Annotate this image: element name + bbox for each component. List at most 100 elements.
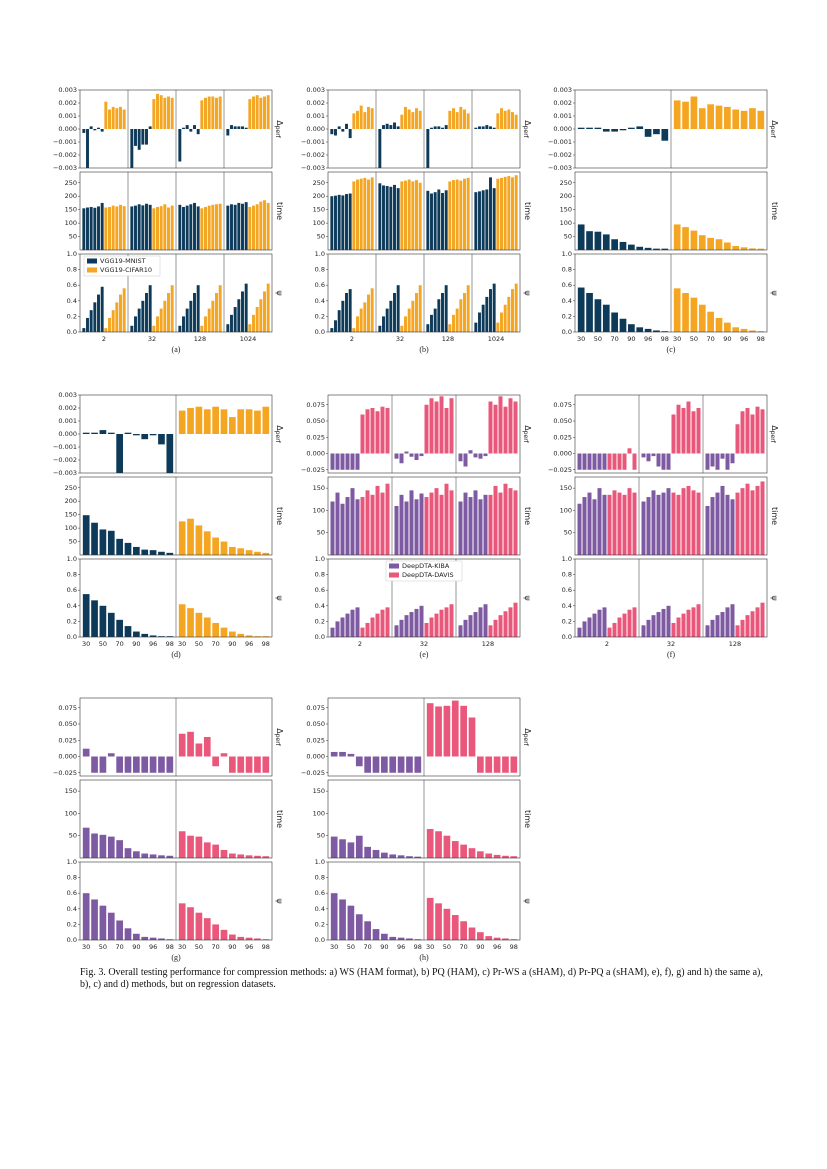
bar xyxy=(237,126,241,129)
y-tick-label: 0.050 xyxy=(553,417,572,425)
bar xyxy=(508,398,513,454)
bar xyxy=(233,204,237,250)
y-tick-label: 0.8 xyxy=(315,571,325,579)
bar xyxy=(681,408,686,454)
y-tick-label: 0.000 xyxy=(553,450,572,458)
bar xyxy=(218,96,222,129)
bar xyxy=(229,934,236,940)
x-tick-label: 50 xyxy=(690,335,698,343)
bar xyxy=(137,129,141,150)
x-tick-label: 96 xyxy=(245,640,253,648)
bar xyxy=(433,126,437,129)
bar xyxy=(409,490,414,555)
bar xyxy=(111,310,115,332)
bar xyxy=(681,613,686,637)
bar xyxy=(241,291,244,332)
bar xyxy=(732,109,740,129)
bar xyxy=(511,289,514,332)
bar xyxy=(134,316,137,332)
bar xyxy=(108,206,111,250)
bar xyxy=(485,853,493,858)
y-tick-label: 150 xyxy=(560,484,572,492)
bar xyxy=(449,604,454,637)
bar xyxy=(133,756,140,773)
bar xyxy=(130,206,134,250)
bar xyxy=(158,938,165,940)
bar xyxy=(463,109,466,129)
x-tick-label: 96 xyxy=(149,943,157,951)
axes-frame xyxy=(79,253,273,333)
bar xyxy=(93,302,97,332)
bar xyxy=(444,408,449,454)
axes-frame xyxy=(327,394,521,474)
bar xyxy=(363,302,367,332)
bar xyxy=(661,608,666,637)
bar xyxy=(352,113,356,129)
bar xyxy=(424,622,429,637)
bar xyxy=(364,756,371,773)
y-tick-label: 0.000 xyxy=(58,125,77,133)
bar xyxy=(212,756,219,767)
bar xyxy=(399,453,404,464)
x-tick-label: 90 xyxy=(380,943,388,951)
bar xyxy=(710,453,715,467)
y-tick-label: 0.0 xyxy=(67,328,77,336)
bar xyxy=(145,293,148,332)
bar xyxy=(451,700,459,757)
bar xyxy=(707,104,714,129)
bar xyxy=(424,497,429,555)
bar xyxy=(220,627,228,637)
bar xyxy=(449,490,454,555)
y-axis-label: Δperf xyxy=(770,425,780,443)
bar xyxy=(187,907,194,940)
bar xyxy=(159,308,163,332)
y-axis-label-sub: perf xyxy=(275,431,282,444)
bar xyxy=(612,453,617,470)
bar xyxy=(705,625,710,637)
bar xyxy=(158,434,165,445)
y-axis-label-main: time xyxy=(771,202,780,220)
bar xyxy=(481,190,485,250)
bar xyxy=(124,432,132,434)
bar xyxy=(166,939,174,940)
bar xyxy=(611,239,618,250)
bar xyxy=(187,835,194,858)
bar xyxy=(241,203,244,250)
bar xyxy=(187,731,194,757)
bar xyxy=(263,200,266,250)
x-tick-label: 30 xyxy=(82,943,90,951)
bar xyxy=(478,453,483,459)
y-axis-label-main: time xyxy=(524,202,533,220)
y-tick-label: 250 xyxy=(560,179,572,187)
bar xyxy=(419,453,424,457)
bar xyxy=(360,414,365,454)
bar xyxy=(252,96,255,129)
bar xyxy=(167,293,170,332)
y-tick-label: 0.8 xyxy=(315,874,325,882)
bar xyxy=(513,401,518,454)
bar xyxy=(582,497,587,555)
bar xyxy=(347,905,355,940)
bar xyxy=(644,129,652,137)
bar xyxy=(195,912,203,940)
bar xyxy=(696,492,701,555)
bar xyxy=(381,756,388,773)
x-tick-label: 98 xyxy=(166,943,174,951)
y-tick-label: −0.003 xyxy=(53,164,77,172)
y-tick-label: 0.8 xyxy=(67,266,77,274)
bar xyxy=(363,112,367,129)
y-tick-label: 1.0 xyxy=(67,858,77,866)
bar xyxy=(735,424,740,454)
bar xyxy=(203,842,211,858)
y-tick-label: 250 xyxy=(65,179,77,187)
bar xyxy=(378,129,382,168)
bar xyxy=(148,126,152,129)
bar xyxy=(586,293,593,332)
x-tick-label: 70 xyxy=(706,335,714,343)
bar xyxy=(124,756,132,773)
y-axis-label-main: Δ xyxy=(276,425,285,431)
bar xyxy=(418,285,422,332)
bar xyxy=(207,96,211,129)
y-tick-label: −0.003 xyxy=(301,164,325,172)
bar xyxy=(745,615,750,637)
